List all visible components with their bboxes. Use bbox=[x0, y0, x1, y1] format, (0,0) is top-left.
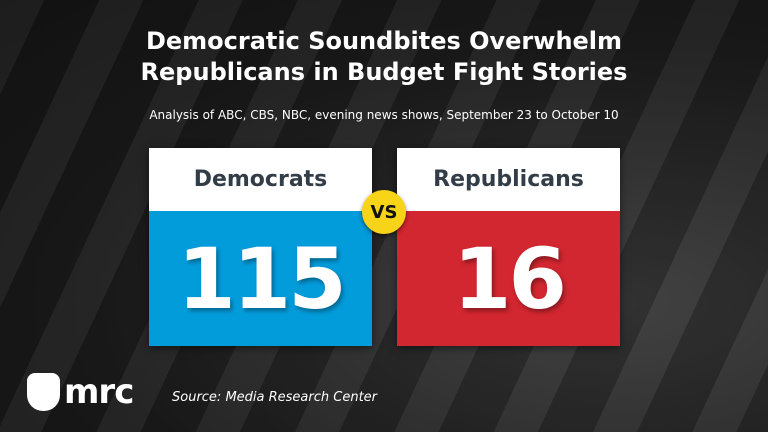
democrats-label: Democrats bbox=[149, 148, 372, 211]
republicans-label: Republicans bbox=[397, 148, 620, 211]
headline: Democratic Soundbites Overwhelm Republic… bbox=[0, 26, 768, 88]
mrc-logo: mrc bbox=[27, 372, 134, 412]
source-credit: Source: Media Research Center bbox=[172, 390, 378, 405]
subtitle: Analysis of ABC, CBS, NBC, evening news … bbox=[149, 108, 619, 122]
headline-line-1: Democratic Soundbites Overwhelm bbox=[145, 27, 623, 55]
mrc-logo-text: mrc bbox=[64, 372, 134, 412]
vs-badge: VS bbox=[362, 190, 406, 234]
democrats-card: Democrats 115 bbox=[149, 148, 372, 346]
republicans-card: Republicans 16 bbox=[397, 148, 620, 346]
democrats-value: 115 bbox=[149, 211, 372, 346]
republicans-value: 16 bbox=[397, 211, 620, 346]
bulldog-shield-icon bbox=[27, 373, 60, 411]
headline-line-2: Republicans in Budget Fight Stories bbox=[140, 58, 628, 86]
